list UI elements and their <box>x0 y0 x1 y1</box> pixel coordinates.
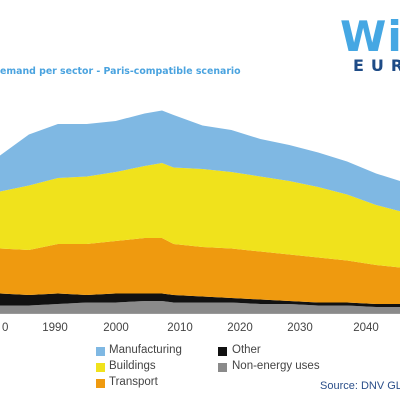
area-buildings <box>0 163 400 268</box>
legend-swatch-other <box>218 347 227 356</box>
x-tick-label: 2010 <box>167 322 193 334</box>
area-transport <box>0 238 400 304</box>
area-layers <box>0 110 400 313</box>
legend-label-buildings: Buildings <box>109 360 156 372</box>
legend-swatch-non-energy-uses <box>218 363 227 372</box>
legend-swatch-transport <box>96 379 105 388</box>
source-note: Source: DNV GL fo <box>320 380 400 392</box>
legend-swatch-buildings <box>96 363 105 372</box>
x-tick-label: 0 <box>2 322 8 334</box>
x-tick-label: 2040 <box>353 322 379 334</box>
legend-label-non-energy-uses: Non-energy uses <box>232 360 320 372</box>
area-other <box>0 293 400 307</box>
x-axis-ticks: 0 1990 2000 2010 2020 2030 2040 <box>2 322 379 334</box>
logo-wordmark: Wi <box>340 12 400 61</box>
legend-label-transport: Transport <box>109 376 158 388</box>
legend-swatch-manufacturing <box>96 347 105 356</box>
logo-subtext: EUR <box>353 56 400 75</box>
legend-label-manufacturing: Manufacturing <box>109 344 182 356</box>
x-tick-label: 2020 <box>227 322 253 334</box>
chart-title: emand per sector - Paris-compatible scen… <box>0 66 241 77</box>
area-manufacturing <box>0 110 400 212</box>
legend-label-other: Other <box>232 344 261 356</box>
x-tick-label: 2030 <box>287 322 313 334</box>
x-tick-label: 2000 <box>103 322 129 334</box>
x-tick-label: 1990 <box>42 322 68 334</box>
area-non-energy-uses <box>0 301 400 313</box>
